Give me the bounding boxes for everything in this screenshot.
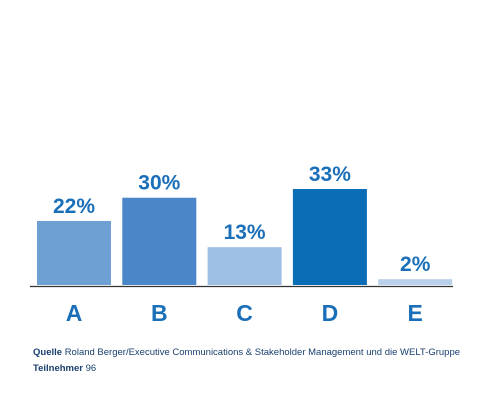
participants-text: 96 — [86, 363, 97, 374]
source-note: Quelle Roland Berger/Executive Communica… — [33, 347, 460, 358]
bar — [292, 189, 367, 285]
value-label: 30% — [138, 172, 180, 195]
participants-label: Teilnehmer — [33, 363, 83, 374]
value-label: 13% — [224, 221, 266, 244]
bar — [37, 221, 111, 285]
bar — [378, 279, 453, 285]
value-label: 22% — [53, 195, 95, 218]
source-text: Roland Berger/Executive Communications &… — [65, 347, 460, 358]
category-label: C — [236, 300, 253, 326]
value-label: 33% — [309, 163, 351, 186]
value-label: 2% — [400, 253, 431, 276]
category-label: B — [151, 300, 168, 326]
source-label: Quelle — [33, 347, 62, 358]
category-label: E — [408, 300, 423, 326]
bar — [207, 247, 282, 285]
participants-note: Teilnehmer 96 — [33, 363, 96, 374]
category-label: D — [322, 300, 339, 326]
bar — [122, 197, 197, 285]
category-label: A — [66, 300, 83, 326]
